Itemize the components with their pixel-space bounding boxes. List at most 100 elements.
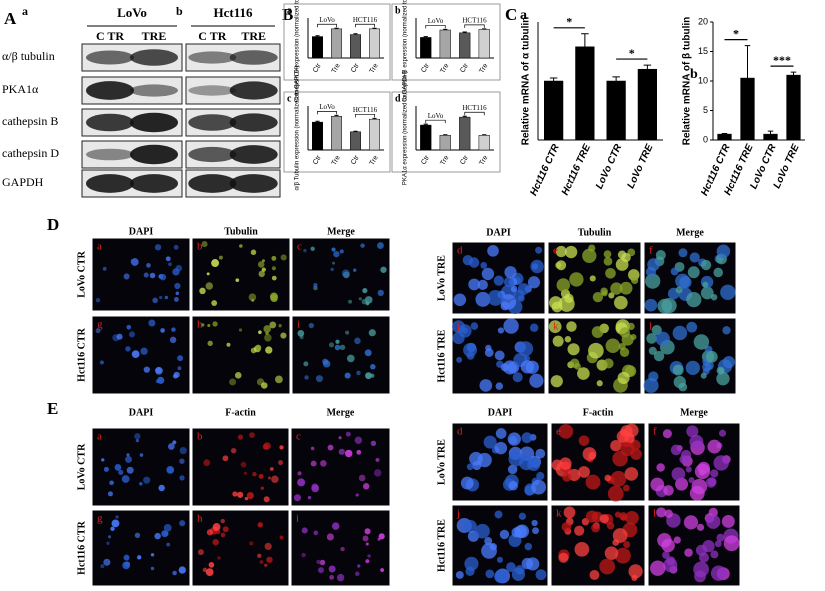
cell — [150, 553, 155, 557]
cell — [698, 469, 706, 476]
cell — [716, 372, 730, 386]
cell — [503, 318, 519, 334]
cell — [710, 293, 718, 301]
cell — [152, 297, 158, 304]
cell — [452, 320, 465, 334]
cell — [631, 574, 638, 582]
cell — [585, 474, 601, 490]
cell — [566, 321, 577, 332]
cell — [311, 483, 319, 491]
cell — [357, 564, 361, 568]
cell — [356, 370, 361, 376]
cell — [673, 375, 686, 389]
cell — [614, 511, 622, 518]
cell — [493, 275, 504, 286]
cell — [530, 259, 544, 274]
x-tick-label: Tre — [478, 62, 489, 74]
cell — [159, 273, 167, 281]
bar — [439, 135, 451, 151]
cell — [506, 562, 516, 572]
cell — [466, 463, 474, 471]
error-bar — [462, 115, 467, 118]
cell — [504, 266, 517, 279]
cell — [121, 475, 130, 483]
cell — [197, 549, 204, 556]
x-tick-label: Ctr — [459, 62, 470, 74]
row-label: Hct116 TRE — [436, 329, 447, 382]
cell — [615, 258, 629, 271]
x-tick-label: LoVo CTR — [594, 142, 625, 191]
significance-label: * — [733, 26, 739, 40]
cell — [666, 556, 676, 566]
row-label: cathepsin D — [2, 146, 59, 160]
cell — [377, 242, 384, 249]
cell — [485, 569, 495, 579]
cell — [606, 521, 615, 530]
cell — [340, 546, 345, 552]
cell — [561, 522, 572, 532]
panel-letter: b — [690, 67, 698, 82]
micrograph — [91, 315, 191, 395]
cell — [303, 248, 307, 253]
x-tick-label: Tre — [369, 154, 380, 166]
cell — [278, 460, 283, 466]
bar — [763, 133, 778, 141]
significance-label: * — [566, 15, 572, 29]
error-bar — [334, 114, 339, 117]
bracket — [425, 25, 446, 29]
cell — [172, 373, 178, 379]
cell — [527, 276, 541, 289]
cell — [460, 476, 474, 490]
bracket — [425, 119, 446, 124]
cell — [608, 292, 615, 299]
error-bar — [767, 130, 774, 135]
panel-letter: k — [553, 321, 559, 333]
band — [86, 174, 134, 193]
cell — [257, 553, 262, 558]
cell — [264, 563, 268, 567]
cell — [173, 244, 179, 250]
row-label: Hct116 CTR — [76, 520, 87, 574]
y-tick-label: 20 — [698, 16, 708, 26]
panel-letter: k — [556, 508, 562, 520]
cell — [714, 540, 722, 548]
cell — [650, 560, 666, 576]
band — [229, 174, 278, 193]
cell — [243, 471, 247, 475]
cell — [378, 533, 385, 540]
cell — [563, 506, 576, 519]
cell — [365, 301, 370, 306]
cell — [612, 450, 628, 467]
cell — [620, 514, 628, 521]
chart-frame — [391, 3, 501, 81]
cell — [248, 293, 257, 301]
cell — [358, 297, 362, 301]
panel-label: A — [4, 9, 17, 28]
bar — [544, 80, 564, 141]
bracket — [355, 23, 375, 28]
cell — [496, 556, 503, 563]
panel-letter: g — [97, 319, 103, 331]
cell — [694, 570, 706, 583]
y-tick-label: 10 — [698, 75, 708, 85]
cell — [334, 344, 341, 351]
micrograph — [291, 315, 391, 395]
y-axis-label: α/β Tubulin expression (normalized to GA… — [295, 65, 301, 190]
cell — [315, 375, 323, 383]
x-tick-label: Tre — [331, 154, 342, 166]
cell — [510, 285, 518, 293]
error-bar — [353, 33, 358, 35]
row-label: cathepsin B — [2, 114, 58, 128]
cell — [464, 520, 477, 533]
cell — [494, 350, 505, 361]
band — [130, 174, 178, 193]
cell — [683, 515, 699, 530]
cell — [263, 496, 270, 503]
cell — [596, 380, 603, 387]
cell — [630, 448, 642, 460]
x-tick-label: Ctr — [420, 154, 431, 166]
band — [229, 50, 278, 65]
cell — [226, 342, 231, 347]
cell — [370, 440, 377, 447]
cell — [689, 434, 704, 449]
